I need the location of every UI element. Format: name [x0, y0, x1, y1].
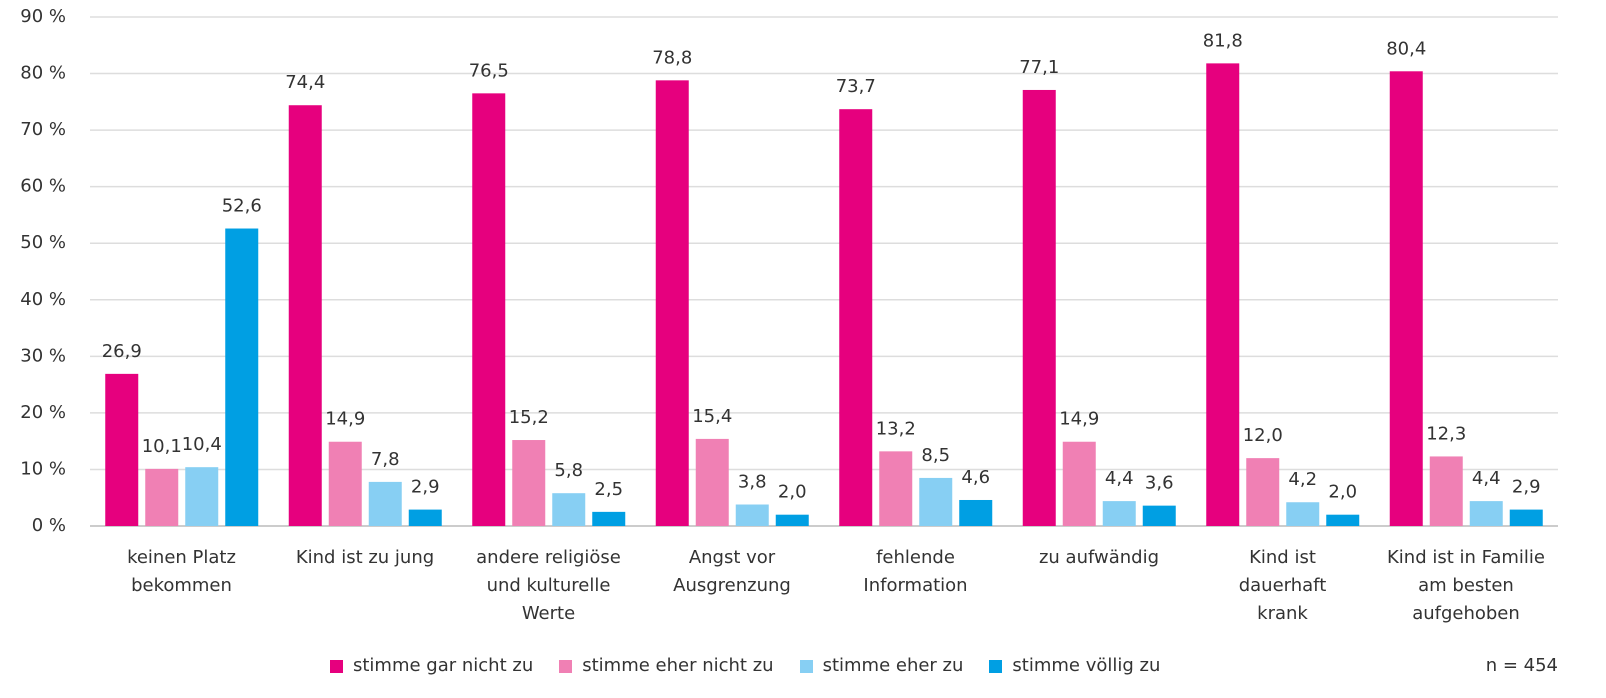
- bar: [408, 509, 442, 526]
- legend-item: stimme völlig zu: [989, 652, 1160, 680]
- legend-label: stimme eher zu: [822, 655, 964, 676]
- bar: [1062, 441, 1096, 526]
- data-label: 78,8: [652, 47, 692, 68]
- bar: [1286, 502, 1320, 526]
- legend-swatch: [799, 659, 813, 673]
- bar: [368, 481, 402, 526]
- data-label: 4,2: [1288, 469, 1317, 490]
- x-tick-label: keinen Platz bekommen: [127, 547, 236, 596]
- x-tick-label: Kind ist in Familie am besten aufgehoben: [1387, 547, 1545, 624]
- legend-label: stimme eher nicht zu: [582, 655, 774, 676]
- bar: [655, 80, 689, 526]
- x-tick-label: andere religiöse und kulturelle Werte: [476, 547, 621, 624]
- bar: [512, 440, 546, 526]
- legend-label: stimme gar nicht zu: [353, 655, 534, 676]
- bar: [592, 511, 626, 526]
- data-label: 76,5: [469, 60, 509, 81]
- data-label: 2,9: [1512, 477, 1541, 498]
- data-label: 3,8: [738, 472, 767, 493]
- y-tick-label: 10 %: [20, 458, 66, 479]
- bar: [472, 93, 506, 526]
- data-label: 81,8: [1203, 30, 1243, 51]
- bar: [1142, 505, 1176, 526]
- bar: [1469, 501, 1503, 526]
- data-label: 13,2: [876, 418, 916, 439]
- bar: [695, 438, 729, 526]
- bar: [145, 468, 179, 526]
- x-tick-label: fehlende Information: [863, 547, 968, 596]
- bar: [879, 451, 913, 526]
- bar: [919, 477, 953, 526]
- legend-item: stimme eher nicht zu: [559, 652, 774, 680]
- y-tick-label: 60 %: [20, 176, 66, 197]
- x-tick-label: Kind ist zu jung: [295, 547, 435, 568]
- bar: [959, 499, 993, 526]
- y-tick-label: 50 %: [20, 232, 66, 253]
- bar: [775, 514, 809, 526]
- data-label: 26,9: [102, 341, 142, 362]
- data-label: 5,8: [554, 460, 583, 481]
- data-label: 12,3: [1426, 423, 1466, 444]
- bar: [839, 109, 873, 527]
- bar: [735, 504, 769, 526]
- data-label: 74,4: [285, 72, 325, 93]
- y-tick-label: 20 %: [20, 402, 66, 423]
- bar: [1022, 89, 1056, 526]
- y-tick-label: 0 %: [32, 515, 66, 536]
- legend-swatch: [559, 659, 573, 673]
- bar: [1206, 63, 1240, 527]
- data-label: 2,5: [594, 479, 623, 500]
- bar: [288, 105, 322, 526]
- x-tick-label: Kind ist dauerhaft krank: [1238, 547, 1327, 624]
- bar: [1389, 71, 1423, 526]
- data-label: 4,4: [1472, 468, 1501, 489]
- y-tick-label: 30 %: [20, 345, 66, 366]
- data-label: 80,4: [1386, 38, 1426, 59]
- data-label: 4,6: [961, 467, 990, 488]
- legend-swatch: [989, 659, 1003, 673]
- legend: stimme gar nicht zu stimme eher nicht zu s…: [330, 652, 1160, 680]
- bar: [1102, 501, 1136, 526]
- data-label: 2,0: [1328, 482, 1357, 503]
- bar: [1326, 514, 1360, 526]
- data-label: 15,4: [692, 406, 732, 427]
- data-label: 2,0: [778, 482, 807, 503]
- y-tick-label: 40 %: [20, 289, 66, 310]
- legend-item: stimme gar nicht zu: [330, 652, 533, 680]
- data-label: 14,9: [325, 409, 365, 430]
- data-label: 77,1: [1019, 57, 1059, 78]
- bar: [1509, 509, 1543, 526]
- bar: [185, 467, 219, 526]
- data-label: 4,4: [1105, 468, 1134, 489]
- y-tick-label: 70 %: [20, 119, 66, 140]
- data-label: 8,5: [921, 445, 950, 466]
- data-label: 3,6: [1145, 473, 1174, 494]
- data-label: 2,9: [411, 477, 440, 498]
- y-tick-label: 80 %: [20, 63, 66, 84]
- data-label: 14,9: [1059, 409, 1099, 430]
- data-label: 10,4: [182, 434, 222, 455]
- data-label: 12,0: [1243, 425, 1283, 446]
- bar: [328, 441, 362, 526]
- data-label: 10,1: [142, 436, 182, 457]
- bar: [1246, 458, 1280, 526]
- bar: [225, 228, 259, 527]
- bar: [105, 373, 139, 526]
- bar: [1429, 456, 1463, 526]
- y-tick-label: 90 %: [20, 6, 66, 27]
- legend-swatch: [330, 659, 343, 673]
- data-label: 52,6: [222, 196, 262, 217]
- annotation: n = 454: [1485, 655, 1558, 676]
- legend-label: stimme völlig zu: [1012, 655, 1161, 676]
- x-tick-label: zu aufwändig: [1038, 547, 1160, 568]
- legend-item: stimme eher zu: [799, 652, 964, 680]
- data-label: 73,7: [836, 76, 876, 97]
- x-tick-label: Angst vor Ausgrenzung: [673, 547, 791, 596]
- data-label: 15,2: [509, 407, 549, 428]
- bar: [552, 493, 586, 526]
- data-label: 7,8: [371, 449, 400, 470]
